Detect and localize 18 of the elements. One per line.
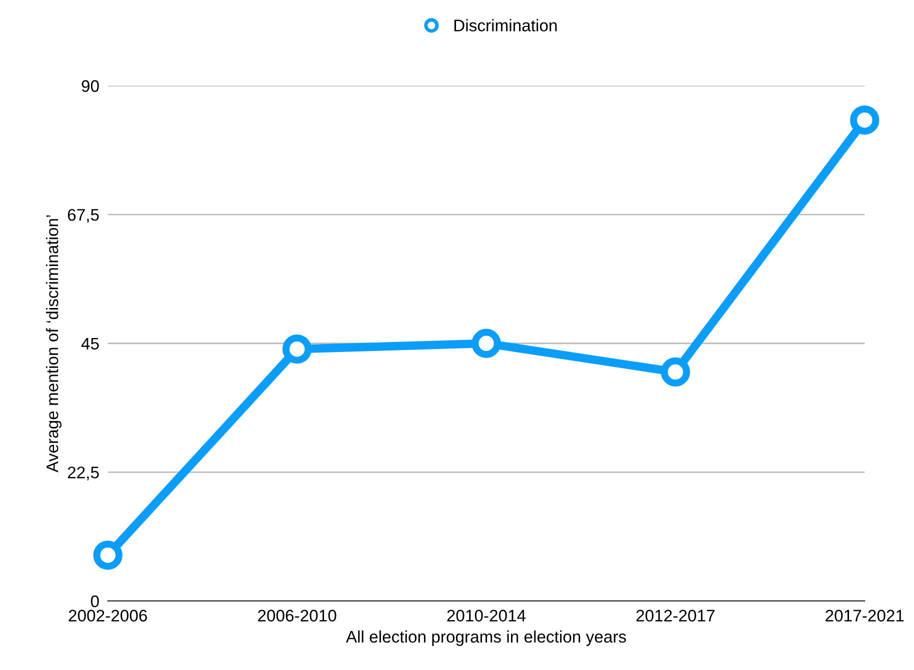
point: [93, 540, 122, 570]
y-tick-label: 67,5: [68, 208, 99, 223]
x-tick-label: 2012-2017: [636, 610, 714, 622]
x-tick-label: 2017-2021: [826, 610, 904, 622]
point: [660, 357, 690, 387]
point: [850, 106, 880, 135]
x-tick-label: 2006-2010: [258, 610, 336, 622]
x-tick-label: 2010-2014: [447, 610, 526, 622]
x-tick-label: 2002-2006: [68, 610, 147, 622]
y-tick-label: 45: [81, 338, 99, 350]
point: [472, 328, 501, 358]
x-axis-title: All election programs in election years: [346, 630, 626, 646]
legend-label: Discrimination: [454, 19, 557, 32]
y-tick-label: 22,5: [68, 466, 99, 480]
point: [282, 334, 312, 364]
y-tick-label: 90: [82, 80, 99, 92]
y-tick-label: 0: [90, 595, 99, 608]
y-axis-title: Average mention of ‘discrimination’: [46, 215, 62, 472]
